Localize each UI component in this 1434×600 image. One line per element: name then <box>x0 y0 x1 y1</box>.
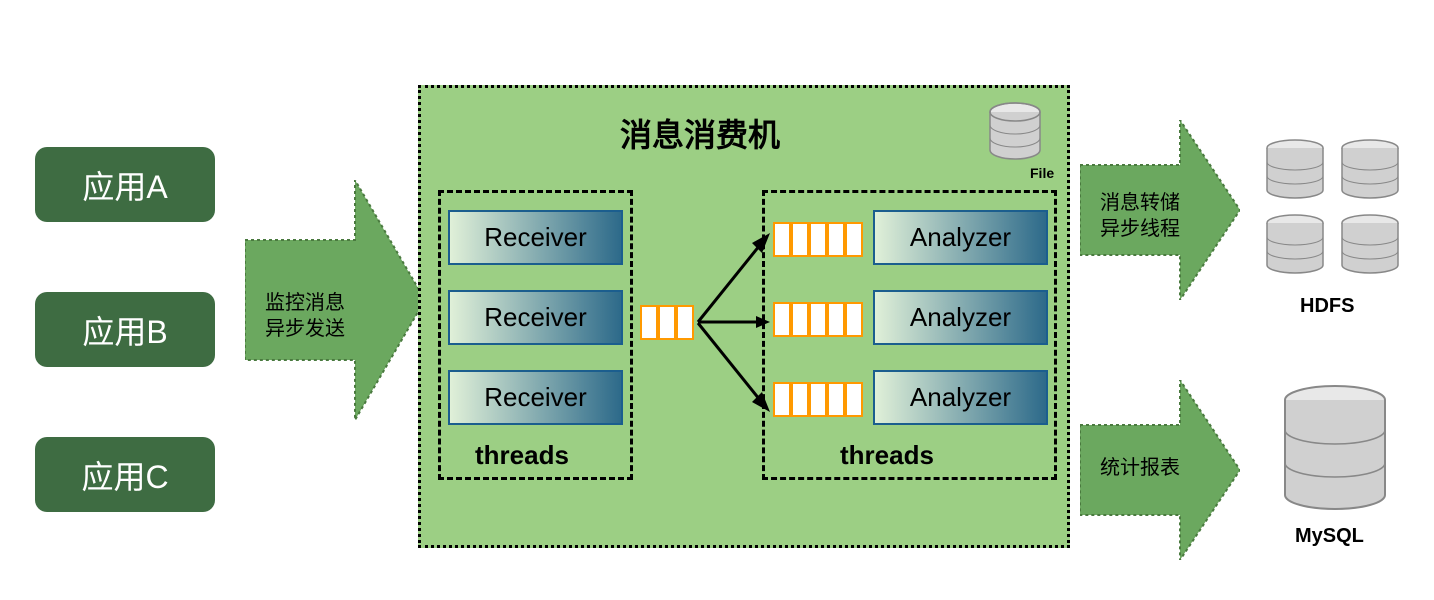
analyzers-threads-label: threads <box>840 440 934 471</box>
queue-cell <box>676 305 694 340</box>
queue-cell <box>809 382 827 417</box>
app-b-box: 应用B <box>35 292 215 367</box>
queue-cell <box>658 305 676 340</box>
main-arrow-line2: 异步发送 <box>265 318 345 340</box>
queue-cell <box>845 222 863 257</box>
queue-cell <box>809 222 827 257</box>
queue-cell <box>827 382 845 417</box>
app-c-box: 应用C <box>35 437 215 512</box>
mysql-label: MySQL <box>1295 525 1364 548</box>
hdfs-arrow-line1: 消息转储 <box>1100 192 1180 214</box>
mysql-arrow-label: 统计报表 <box>1100 455 1180 481</box>
file-label: File <box>1030 165 1054 181</box>
receiver-1: Receiver <box>448 210 623 265</box>
app-a-label: 应用A <box>82 162 167 208</box>
analyzer-1: Analyzer <box>873 210 1048 265</box>
hdfs-label: HDFS <box>1300 295 1354 318</box>
analyzer-2: Analyzer <box>873 290 1048 345</box>
hdfs-cluster-icon <box>1255 130 1415 290</box>
consumer-title: 消息消费机 <box>620 110 780 156</box>
hdfs-arrow-label: 消息转储 异步线程 <box>1100 190 1180 242</box>
queue-cell <box>791 382 809 417</box>
queue-cell <box>773 302 791 337</box>
app-c-label: 应用C <box>81 452 168 498</box>
analyzer-1-label: Analyzer <box>910 222 1011 253</box>
analyzer-3-label: Analyzer <box>910 382 1011 413</box>
queue-cell <box>791 222 809 257</box>
queue-cell <box>791 302 809 337</box>
hdfs-arrow-line2: 异步线程 <box>1100 218 1180 240</box>
mysql-db-icon <box>1280 385 1390 515</box>
file-icon <box>985 100 1045 165</box>
center-queue <box>640 305 694 340</box>
receiver-2-label: Receiver <box>484 302 587 333</box>
queue-cell <box>640 305 658 340</box>
analyzer-queue-1 <box>773 222 863 257</box>
queue-cell <box>827 302 845 337</box>
receiver-3: Receiver <box>448 370 623 425</box>
receiver-1-label: Receiver <box>484 222 587 253</box>
analyzer-queue-2 <box>773 302 863 337</box>
queue-cell <box>773 222 791 257</box>
app-a-box: 应用A <box>35 147 215 222</box>
receiver-3-label: Receiver <box>484 382 587 413</box>
main-arrow-line1: 监控消息 <box>265 292 345 314</box>
queue-cell <box>845 302 863 337</box>
analyzer-2-label: Analyzer <box>910 302 1011 333</box>
receivers-threads-label: threads <box>475 440 569 471</box>
queue-cell <box>809 302 827 337</box>
queue-cell <box>845 382 863 417</box>
app-b-label: 应用B <box>82 307 167 353</box>
main-arrow-label: 监控消息 异步发送 <box>265 290 345 342</box>
analyzer-3: Analyzer <box>873 370 1048 425</box>
queue-cell <box>827 222 845 257</box>
queue-cell <box>773 382 791 417</box>
analyzer-queue-3 <box>773 382 863 417</box>
receiver-2: Receiver <box>448 290 623 345</box>
